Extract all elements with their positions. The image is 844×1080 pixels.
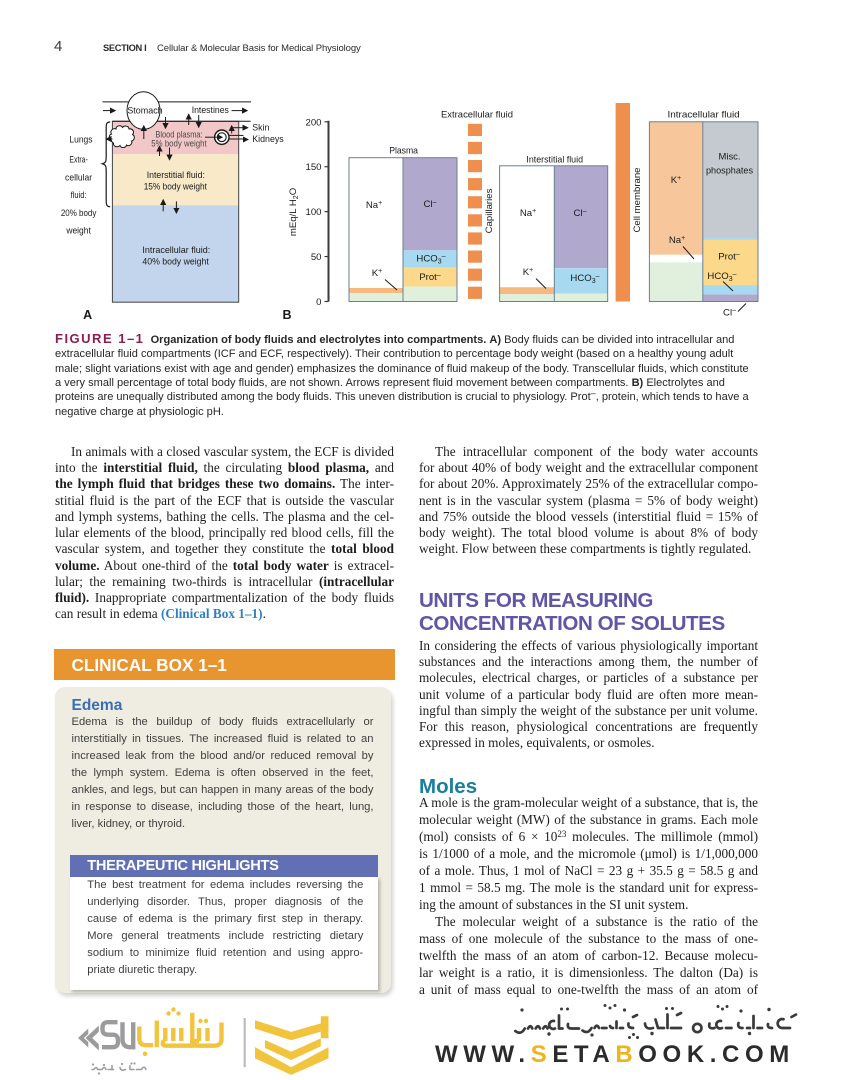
svg-text:cellular: cellular — [65, 171, 92, 182]
svg-text:Capillaries: Capillaries — [484, 188, 495, 233]
svg-text:Prot–: Prot– — [718, 252, 740, 263]
svg-text:K+: K+ — [372, 268, 383, 279]
svg-text:150: 150 — [305, 162, 321, 173]
svg-text:15% body weight: 15% body weight — [144, 180, 208, 191]
svg-text:Na+: Na+ — [669, 235, 685, 246]
svg-text:Prot–: Prot– — [419, 272, 441, 283]
svg-text:Extra-: Extra- — [69, 154, 87, 165]
svg-text:Lungs: Lungs — [69, 133, 92, 144]
svg-text:K+: K+ — [523, 267, 534, 278]
svg-text:50: 50 — [311, 252, 322, 263]
svg-text:B: B — [282, 308, 291, 322]
svg-text:Extracellular fluid: Extracellular fluid — [441, 108, 513, 119]
svg-text:5% body weight: 5% body weight — [151, 138, 207, 148]
svg-text:Skin: Skin — [252, 122, 269, 133]
svg-text:mEq/L H2O: mEq/L H2O — [288, 188, 300, 236]
svg-text:Cl–: Cl– — [723, 308, 736, 319]
svg-text:fluid:: fluid: — [71, 189, 87, 200]
svg-text:Kidneys: Kidneys — [252, 133, 284, 144]
svg-text:Intracellular fluid: Intracellular fluid — [668, 108, 740, 119]
svg-text:HCO3–: HCO3– — [707, 271, 736, 283]
svg-text:HCO3–: HCO3– — [416, 254, 445, 266]
svg-text:40% body weight: 40% body weight — [142, 255, 209, 266]
svg-text:Plasma: Plasma — [389, 145, 419, 156]
svg-text:Na+: Na+ — [366, 200, 382, 211]
svg-text:Stomach: Stomach — [127, 105, 162, 116]
svg-text:Blood plasma:: Blood plasma: — [155, 130, 202, 140]
svg-text:20% body: 20% body — [61, 207, 97, 218]
svg-text:Interstitial fluid: Interstitial fluid — [526, 154, 583, 165]
svg-text:weight: weight — [65, 225, 91, 236]
svg-text:Cl–: Cl– — [574, 208, 587, 219]
svg-text:K+: K+ — [671, 175, 682, 186]
svg-text:0: 0 — [316, 297, 321, 308]
svg-text:Interstitial fluid:: Interstitial fluid: — [147, 169, 205, 180]
svg-text:100: 100 — [305, 207, 321, 218]
svg-text:200: 200 — [305, 117, 321, 128]
svg-text:Intestines: Intestines — [192, 104, 229, 115]
svg-text:Cl–: Cl– — [424, 199, 437, 210]
svg-text:HCO3–: HCO3– — [570, 273, 599, 285]
svg-text:Misc.: Misc. — [719, 151, 741, 162]
svg-text:Cell membrane: Cell membrane — [632, 167, 643, 232]
svg-text:A: A — [83, 308, 92, 322]
svg-text:Intracellular fluid:: Intracellular fluid: — [142, 244, 210, 255]
svg-text:phosphates: phosphates — [706, 165, 753, 176]
svg-text:Na+: Na+ — [520, 208, 536, 219]
